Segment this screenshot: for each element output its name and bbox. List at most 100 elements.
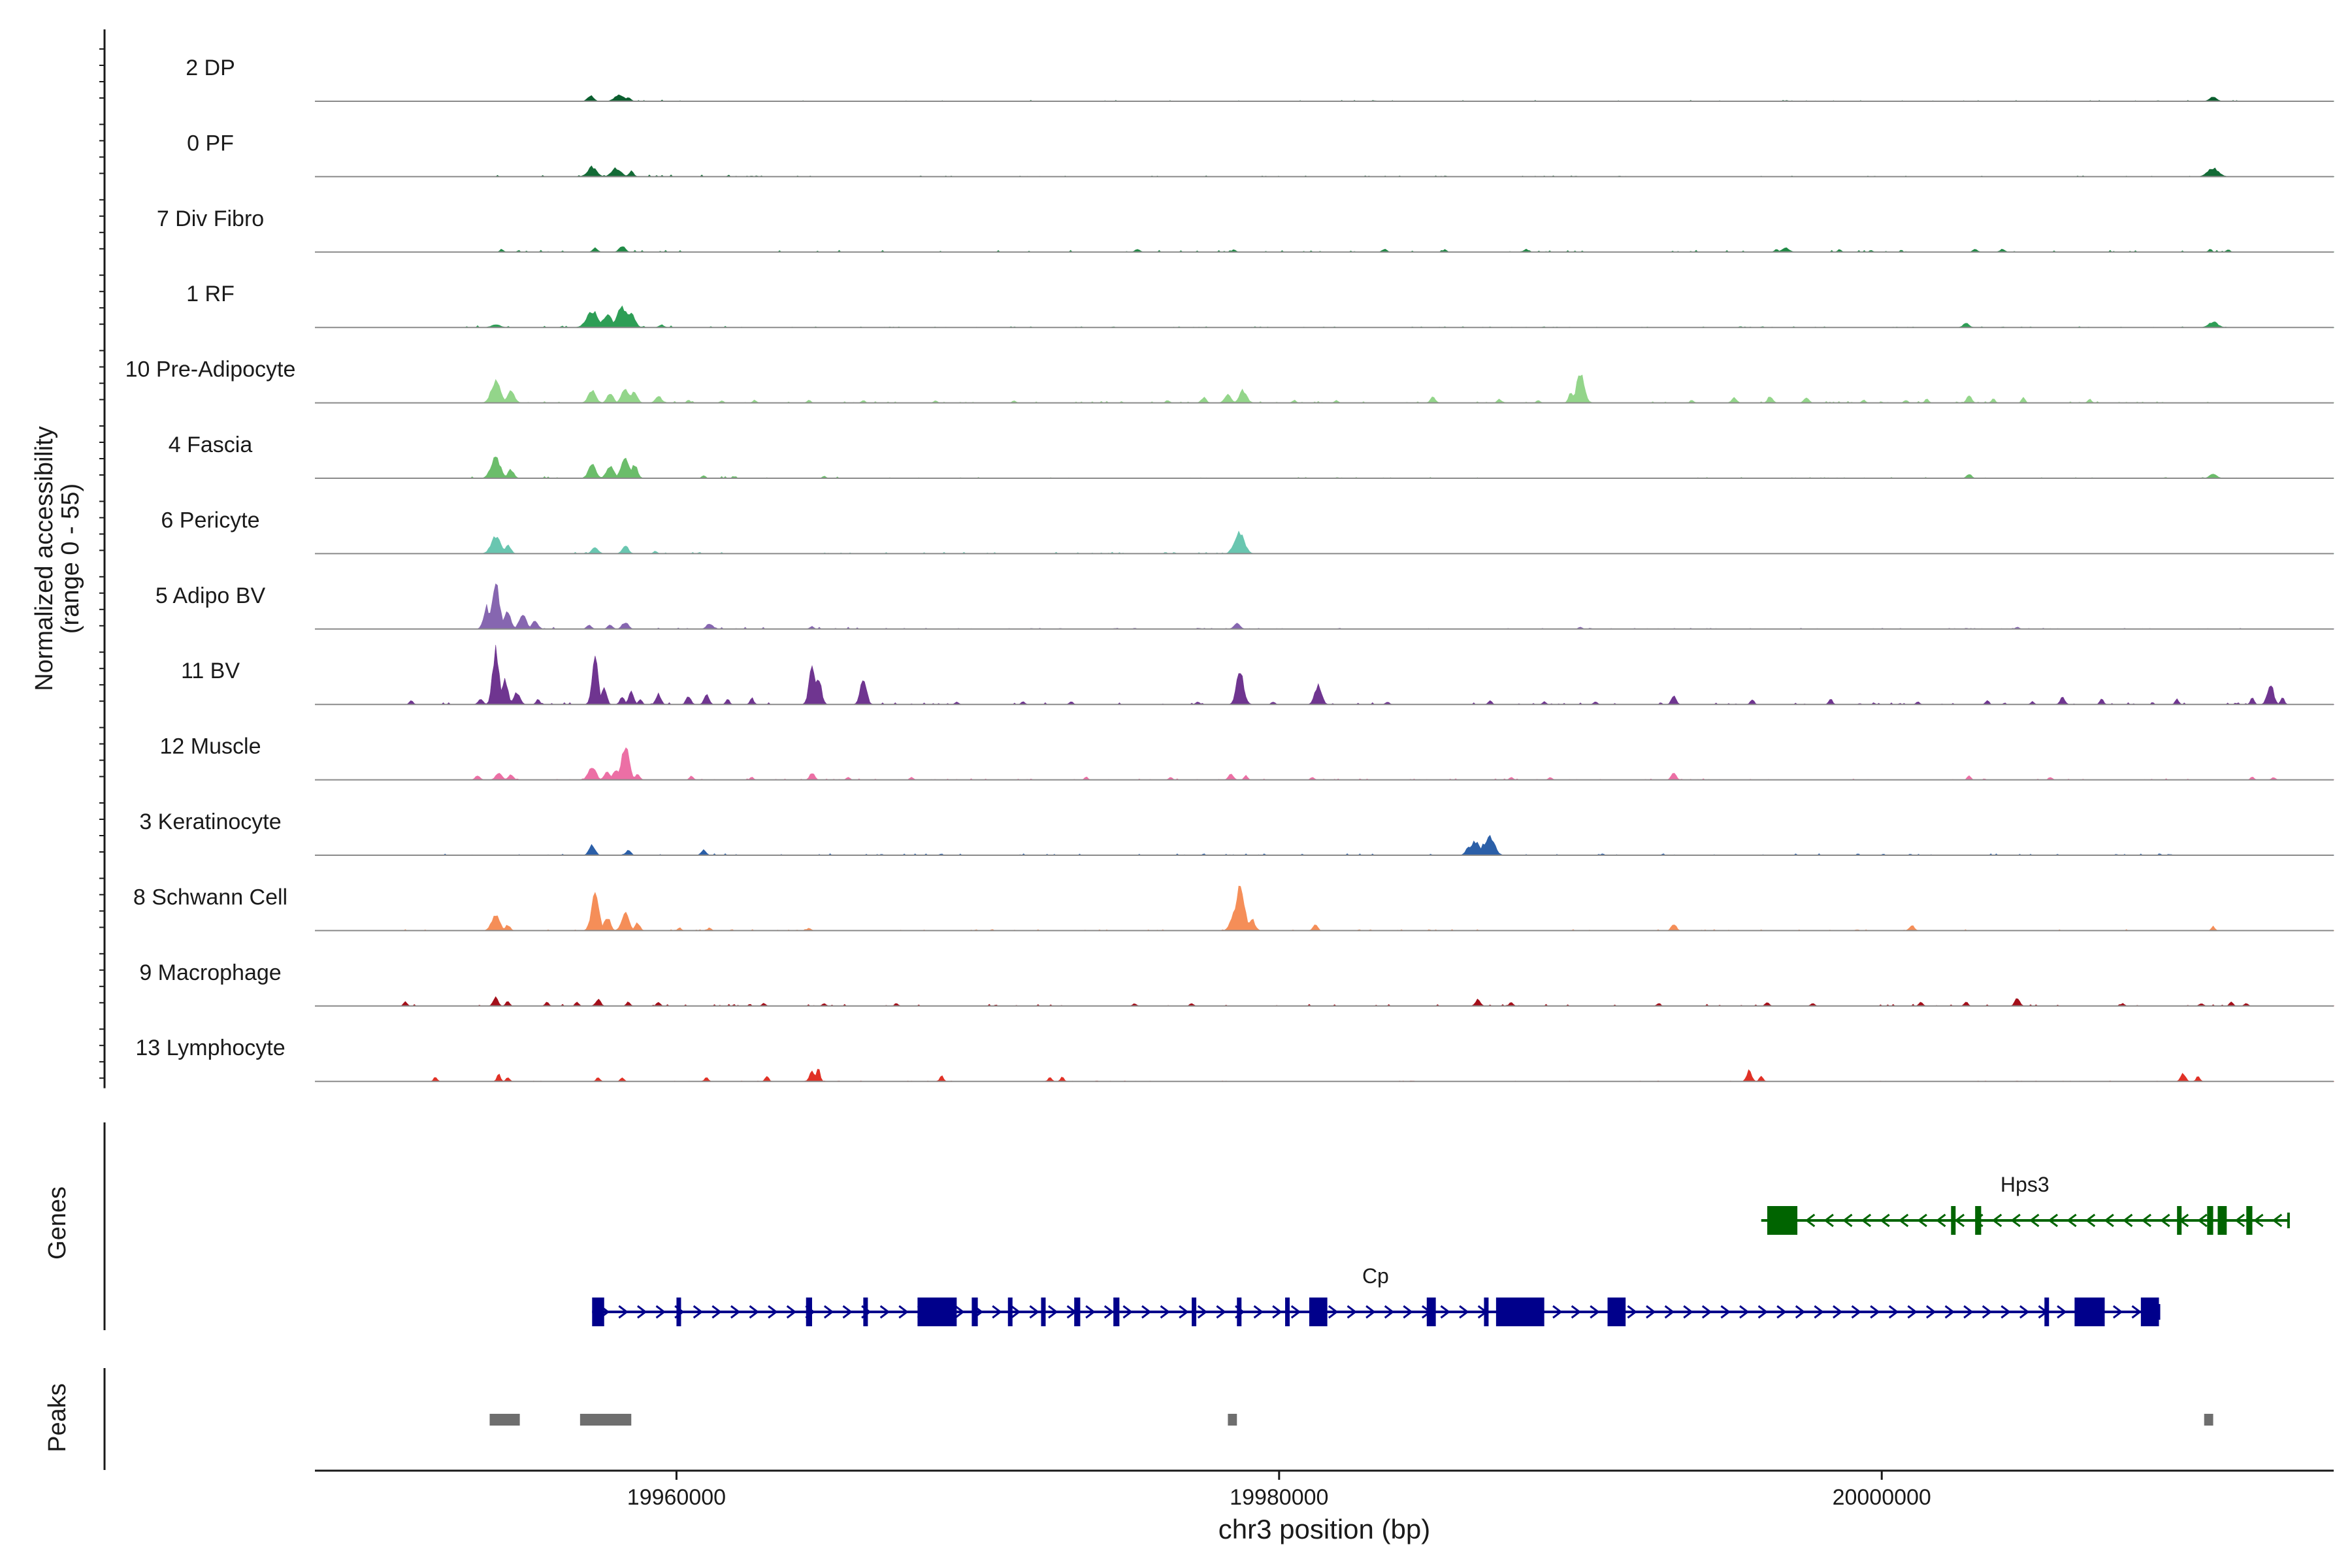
coverage-area-11-bv — [315, 645, 2334, 705]
strand-arrow — [1814, 1305, 1824, 1319]
strand-arrow — [1982, 1305, 1993, 1319]
x-tick-label: 19960000 — [627, 1485, 726, 1510]
exon — [1484, 1298, 1489, 1326]
exon — [2044, 1298, 2050, 1326]
strand-arrow — [1805, 1213, 1816, 1228]
track-label: 13 Lymphocyte — [135, 1036, 285, 1060]
strand-arrow — [1701, 1305, 1712, 1319]
strand-arrow — [2001, 1305, 2011, 1319]
strand-arrow — [1216, 1305, 1226, 1319]
strand-arrow — [1757, 1305, 1769, 1319]
strand-arrow — [879, 1305, 890, 1319]
exon — [1607, 1298, 1626, 1326]
strand-arrow — [1272, 1305, 1282, 1319]
strand-arrow — [1627, 1305, 1637, 1319]
strand-arrow — [1365, 1305, 1376, 1319]
coverage-area-4-fascia — [315, 456, 2334, 479]
x-tick-label: 19980000 — [1230, 1485, 1328, 1510]
exon — [2246, 1206, 2253, 1235]
track-label: 9 Macrophage — [139, 960, 281, 985]
strand-arrow — [2253, 1213, 2264, 1228]
gene-hps3: Hps3 — [1761, 1173, 2290, 1235]
strand-arrow — [1010, 1305, 1021, 1319]
coverage-area-8-schwann-cell — [315, 885, 2334, 931]
track-label: 5 Adipo BV — [155, 583, 266, 608]
coverage-tracks — [315, 94, 2334, 1083]
strand-arrow — [1991, 1213, 2002, 1228]
exon — [1495, 1298, 1544, 1326]
exon — [2074, 1298, 2105, 1326]
track-label: 12 Muscle — [160, 734, 261, 759]
strand-arrow — [1851, 1305, 1862, 1319]
coverage-area-5-adipo-bv — [315, 583, 2334, 630]
peaks-panel-label: Peaks — [44, 1383, 71, 1452]
coverage-area-6-pericyte — [315, 531, 2334, 554]
strand-arrow — [1898, 1213, 1909, 1228]
track-label: 10 Pre-Adipocyte — [125, 357, 296, 382]
exon — [592, 1298, 604, 1326]
strand-arrow — [1823, 1213, 1834, 1228]
strand-arrow — [955, 1305, 965, 1319]
strand-arrow — [786, 1305, 797, 1319]
strand-arrow — [1290, 1305, 1301, 1319]
peak-region — [489, 1414, 520, 1426]
strand-arrow — [1833, 1305, 1843, 1319]
strand-arrow — [1459, 1305, 1469, 1319]
strand-arrow — [1590, 1305, 1600, 1319]
y-axis-sublabel: (range 0 - 55) — [57, 483, 84, 634]
strand-arrow — [992, 1305, 1002, 1319]
exon — [1192, 1298, 1197, 1326]
strand-arrow — [1347, 1305, 1358, 1319]
strand-arrow — [2066, 1213, 2077, 1228]
coverage-area-7-div-fibro — [315, 246, 2334, 253]
coverage-area-1-rf — [315, 305, 2334, 328]
strand-arrow — [2010, 1213, 2021, 1228]
strand-arrow — [1384, 1305, 1395, 1319]
exon — [2207, 1206, 2213, 1235]
exon — [1309, 1298, 1328, 1326]
genes-panel-label: Genes — [44, 1186, 71, 1260]
strand-arrow — [1571, 1305, 1582, 1319]
exon — [1767, 1206, 1798, 1235]
track-label: 4 Fascia — [169, 433, 253, 457]
track-label: 7 Div Fibro — [157, 206, 264, 231]
strand-arrow — [2104, 1213, 2114, 1228]
y-axis-label: Normalized accessibility — [31, 426, 58, 691]
strand-arrow — [1141, 1305, 1152, 1319]
strand-arrow — [823, 1305, 834, 1319]
strand-arrow — [1907, 1305, 1918, 1319]
strand-arrow — [2234, 1213, 2245, 1228]
strand-arrow — [2197, 1213, 2208, 1228]
strand-arrow — [1403, 1305, 1413, 1319]
strand-arrow — [1720, 1305, 1731, 1319]
strand-arrow — [1029, 1305, 1039, 1319]
strand-arrow — [637, 1305, 647, 1319]
strand-arrow — [1160, 1305, 1171, 1319]
strand-arrow — [711, 1305, 722, 1319]
strand-arrow — [618, 1305, 629, 1319]
strand-arrow — [2122, 1213, 2133, 1228]
exon — [1285, 1298, 1290, 1326]
strand-arrow — [730, 1305, 741, 1319]
peak-region — [2204, 1414, 2213, 1426]
strand-arrow — [1103, 1305, 1115, 1319]
strand-arrow — [2112, 1305, 2123, 1319]
exon — [863, 1298, 868, 1326]
track-label: 0 PF — [187, 131, 234, 155]
strand-arrow — [2131, 1305, 2142, 1319]
strand-arrow — [1683, 1305, 1693, 1319]
strand-arrow — [2141, 1213, 2151, 1228]
track-label: 1 RF — [186, 282, 235, 306]
strand-arrow — [749, 1305, 759, 1319]
strand-arrow — [1861, 1213, 1872, 1228]
exon — [1113, 1298, 1120, 1326]
coverage-area-13-lymphocyte — [315, 1069, 2334, 1082]
coverage-area-9-macrophage — [315, 996, 2334, 1007]
strand-arrow — [1664, 1305, 1675, 1319]
exon — [1951, 1206, 1956, 1235]
strand-arrow — [1795, 1305, 1806, 1319]
strand-arrow — [1552, 1305, 1563, 1319]
strand-arrow — [1197, 1305, 1208, 1319]
coverage-area-10-pre-adipocyte — [315, 374, 2334, 403]
